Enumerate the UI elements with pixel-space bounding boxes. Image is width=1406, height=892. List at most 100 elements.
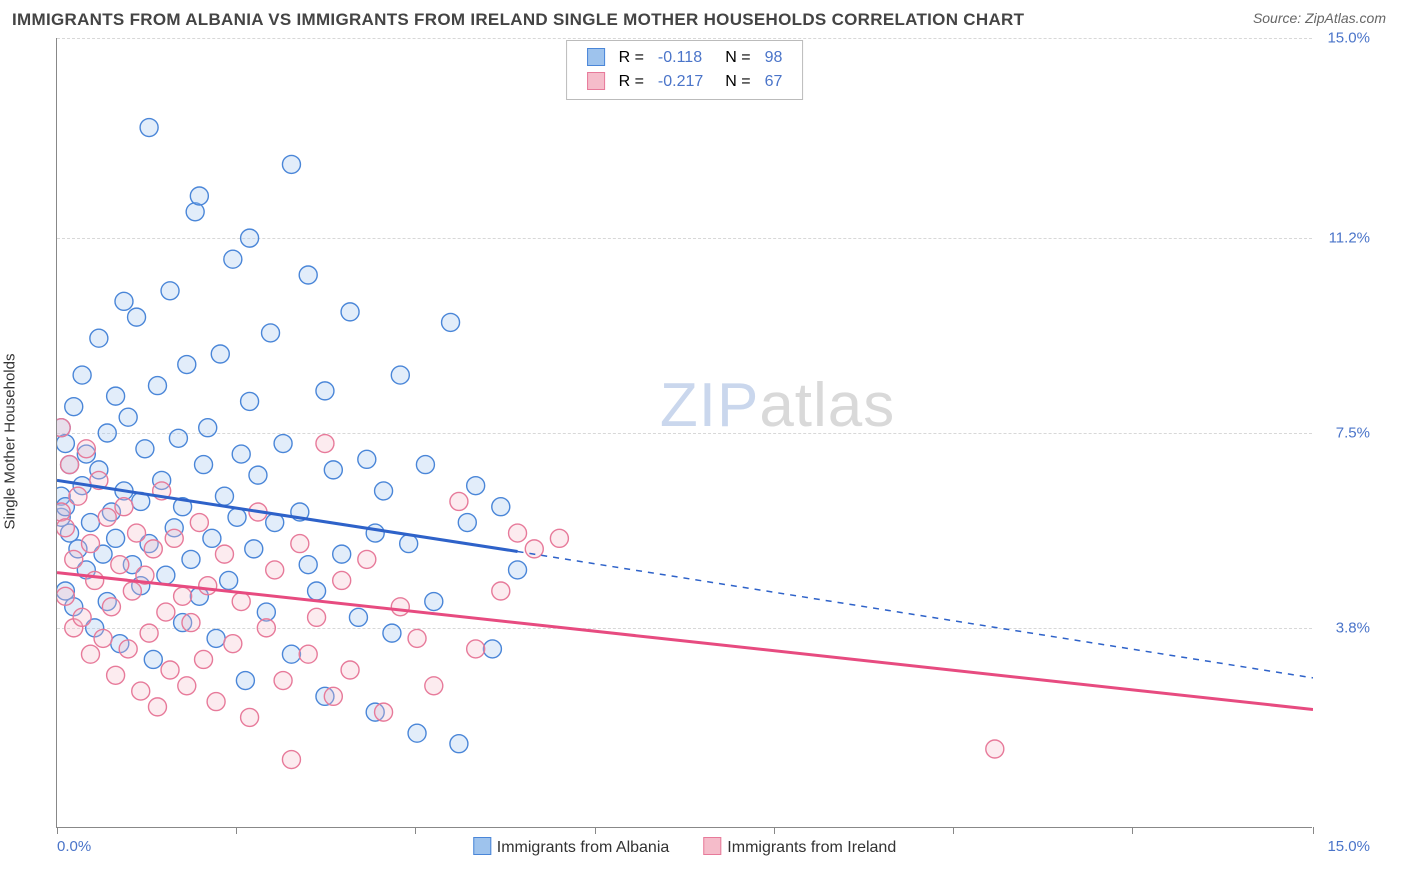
- data-point: [161, 282, 179, 300]
- data-point: [81, 645, 99, 663]
- data-point: [107, 387, 125, 405]
- x-tick: [236, 827, 237, 834]
- data-point: [73, 608, 91, 626]
- data-point: [483, 640, 501, 658]
- data-point: [467, 477, 485, 495]
- x-tick: [774, 827, 775, 834]
- x-tick: [57, 827, 58, 834]
- data-point: [140, 624, 158, 642]
- data-point: [450, 492, 468, 510]
- data-point: [241, 229, 259, 247]
- data-point: [190, 514, 208, 532]
- data-point: [215, 487, 233, 505]
- data-point: [157, 603, 175, 621]
- chart-area: Single Mother Households 3.8%7.5%11.2%15…: [12, 38, 1312, 828]
- x-end-label: 15.0%: [1327, 838, 1370, 855]
- data-point: [57, 419, 70, 437]
- x-start-label: 0.0%: [57, 838, 91, 855]
- data-point: [220, 571, 238, 589]
- data-point: [358, 450, 376, 468]
- data-point: [282, 751, 300, 769]
- y-tick-label: 3.8%: [1336, 619, 1370, 636]
- data-point: [98, 424, 116, 442]
- data-point: [383, 624, 401, 642]
- data-point: [416, 456, 434, 474]
- data-point: [391, 366, 409, 384]
- data-point: [450, 735, 468, 753]
- data-point: [509, 561, 527, 579]
- data-point: [115, 498, 133, 516]
- data-point: [249, 466, 267, 484]
- data-point: [86, 571, 104, 589]
- data-point: [509, 524, 527, 542]
- trend-line-ext: [518, 552, 1313, 678]
- data-point: [111, 556, 129, 574]
- data-point: [73, 366, 91, 384]
- data-point: [375, 703, 393, 721]
- legend-item: Immigrants from Albania: [473, 837, 670, 857]
- data-point: [81, 514, 99, 532]
- x-tick: [1132, 827, 1133, 834]
- data-point: [349, 608, 367, 626]
- data-point: [69, 487, 87, 505]
- data-point: [182, 614, 200, 632]
- data-point: [366, 524, 384, 542]
- data-point: [186, 203, 204, 221]
- data-point: [228, 508, 246, 526]
- data-point: [215, 545, 233, 563]
- data-point: [492, 582, 510, 600]
- data-point: [119, 408, 137, 426]
- data-point: [257, 619, 275, 637]
- data-point: [333, 571, 351, 589]
- data-point: [119, 640, 137, 658]
- data-point: [107, 529, 125, 547]
- data-point: [316, 435, 334, 453]
- data-point: [232, 445, 250, 463]
- data-point: [299, 645, 317, 663]
- x-tick: [595, 827, 596, 834]
- data-point: [203, 529, 221, 547]
- data-point: [236, 672, 254, 690]
- data-point: [90, 329, 108, 347]
- bottom-legend: Immigrants from AlbaniaImmigrants from I…: [473, 837, 896, 857]
- data-point: [324, 687, 342, 705]
- data-point: [550, 529, 568, 547]
- x-tick: [953, 827, 954, 834]
- data-point: [98, 508, 116, 526]
- scatter-svg: [57, 38, 1313, 828]
- data-point: [291, 535, 309, 553]
- data-point: [174, 587, 192, 605]
- x-tick: [415, 827, 416, 834]
- data-point: [207, 693, 225, 711]
- data-point: [274, 435, 292, 453]
- data-point: [467, 640, 485, 658]
- data-point: [358, 550, 376, 568]
- stat-box: R =-0.118N =98R =-0.217N =67: [566, 40, 804, 100]
- data-point: [157, 566, 175, 584]
- data-point: [324, 461, 342, 479]
- data-point: [65, 550, 83, 568]
- data-point: [241, 708, 259, 726]
- data-point: [178, 677, 196, 695]
- data-point: [274, 672, 292, 690]
- data-point: [341, 661, 359, 679]
- data-point: [190, 187, 208, 205]
- data-point: [132, 682, 150, 700]
- data-point: [232, 593, 250, 611]
- data-point: [408, 629, 426, 647]
- plot-area: 3.8%7.5%11.2%15.0%0.0%15.0%ZIPatlasR =-0…: [56, 38, 1312, 828]
- data-point: [299, 266, 317, 284]
- data-point: [458, 514, 476, 532]
- data-point: [57, 587, 74, 605]
- data-point: [262, 324, 280, 342]
- data-point: [195, 650, 213, 668]
- data-point: [165, 529, 183, 547]
- data-point: [224, 250, 242, 268]
- data-point: [408, 724, 426, 742]
- data-point: [308, 582, 326, 600]
- data-point: [391, 598, 409, 616]
- data-point: [169, 429, 187, 447]
- x-tick: [1313, 827, 1314, 834]
- data-point: [207, 629, 225, 647]
- data-point: [144, 650, 162, 668]
